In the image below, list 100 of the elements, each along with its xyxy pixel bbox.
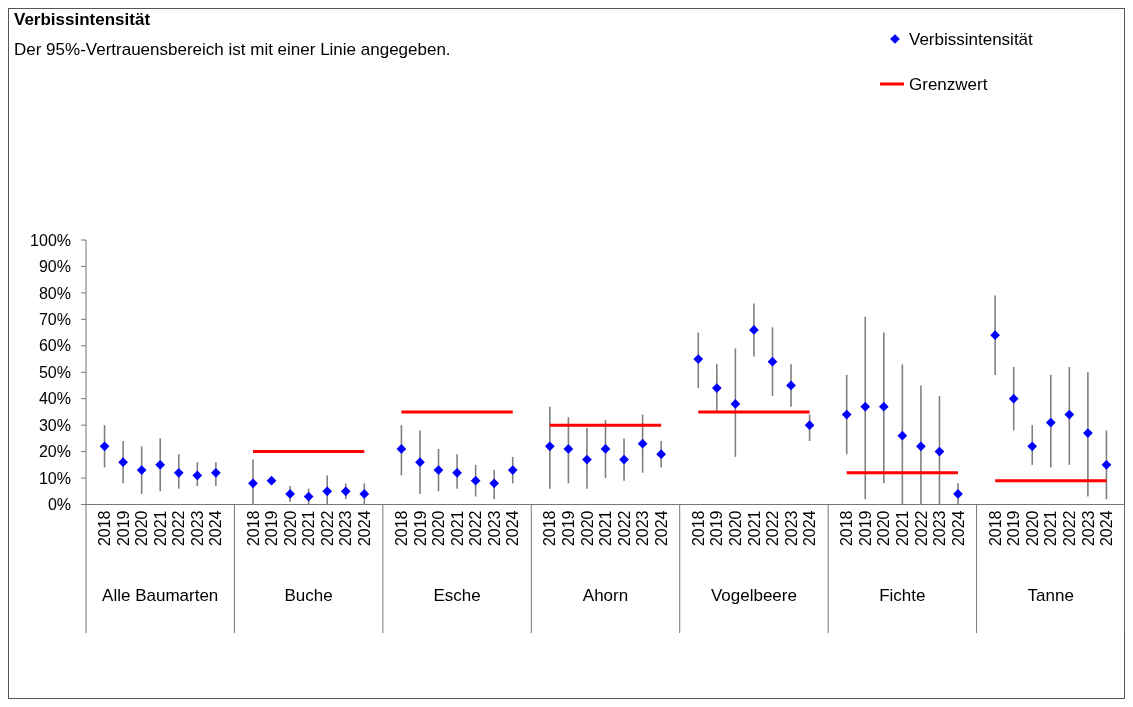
x-tick-label: 2019 (856, 510, 874, 547)
y-tick-label: 50% (38, 363, 71, 381)
x-tick-label: 2019 (114, 510, 132, 547)
x-tick-label: 2018 (96, 510, 114, 547)
x-tick-label: 2020 (875, 510, 893, 547)
point (396, 444, 407, 454)
x-tick-label: 2018 (838, 510, 856, 547)
x-tick-label: 2020 (578, 510, 596, 547)
x-tick-label: 2020 (430, 510, 448, 547)
point (582, 454, 592, 465)
x-tick-label: 2020 (726, 510, 744, 547)
y-tick-label: 0% (47, 496, 71, 514)
point (637, 438, 648, 449)
point (489, 478, 500, 489)
x-tick-label: 2019 (1005, 510, 1023, 547)
x-tick-label: 2024 (652, 510, 670, 547)
point (656, 449, 667, 460)
point (136, 465, 147, 475)
x-tick-label: 2021 (300, 510, 318, 547)
point (1101, 459, 1112, 470)
x-tick-label: 2022 (615, 510, 633, 547)
x-tick-label: 2018 (393, 510, 411, 547)
x-tick-label: 2023 (1079, 510, 1097, 547)
x-tick-label: 2021 (893, 510, 911, 547)
y-tick-label: 80% (38, 284, 71, 302)
point (118, 457, 128, 468)
point (990, 330, 1000, 341)
point (359, 489, 370, 499)
point (173, 467, 184, 478)
point (155, 459, 166, 470)
x-tick-label: 2024 (801, 510, 819, 547)
y-tick-label: 10% (38, 469, 71, 487)
point (507, 465, 518, 475)
text: Esche (433, 586, 481, 605)
point (1008, 393, 1019, 404)
point (878, 401, 889, 412)
chart-title: Verbissintensität (14, 10, 151, 29)
point (600, 444, 611, 454)
text: Ahorn (582, 586, 629, 605)
y-tick-label: 60% (38, 337, 71, 355)
point (916, 441, 926, 452)
point (897, 430, 908, 441)
x-tick-label: 2022 (318, 510, 336, 547)
point (285, 489, 295, 499)
x-tick-label: 2021 (151, 510, 169, 547)
point (749, 325, 759, 335)
point (619, 454, 629, 465)
text: Vogelbeere (710, 586, 797, 605)
point (266, 475, 277, 486)
x-tick-label: 2023 (188, 510, 206, 547)
text: Alle Baumarten (102, 586, 219, 605)
point (303, 491, 314, 502)
x-tick-label: 2023 (634, 510, 652, 547)
legend-label: Verbissintensität (909, 29, 1034, 49)
x-tick-label: 2019 (263, 510, 281, 547)
point (860, 401, 871, 412)
text: Tanne (1027, 586, 1074, 605)
point (99, 441, 110, 452)
point (804, 420, 815, 431)
x-tick-label: 2018 (689, 510, 707, 547)
x-tick-label: 2019 (411, 510, 429, 547)
x-tick-label: 2023 (931, 510, 949, 547)
point (415, 457, 425, 468)
x-tick-label: 2020 (281, 510, 299, 547)
point (211, 467, 221, 478)
point (563, 444, 574, 454)
x-tick-label: 2021 (448, 510, 466, 547)
y-tick-label: 40% (38, 390, 71, 408)
x-tick-label: 2022 (764, 510, 782, 547)
point (470, 475, 481, 486)
point (1064, 409, 1075, 420)
point (322, 486, 333, 497)
x-tick-label: 2022 (1060, 510, 1078, 547)
x-tick-label: 2018 (986, 510, 1004, 547)
y-tick-label: 90% (38, 258, 71, 276)
point (248, 478, 258, 489)
x-tick-label: 2018 (244, 510, 262, 547)
x-tick-label: 2024 (504, 510, 522, 547)
x-tick-label: 2022 (467, 510, 485, 547)
x-tick-label: 2023 (485, 510, 503, 547)
y-tick-label: 20% (38, 443, 71, 461)
point (693, 354, 704, 364)
x-tick-label: 2024 (949, 510, 967, 547)
x-tick-label: 2020 (1023, 510, 1041, 547)
point (841, 409, 852, 420)
x-tick-label: 2020 (133, 510, 151, 547)
x-tick-label: 2023 (782, 510, 800, 547)
point (767, 356, 778, 367)
y-tick-label: 100% (30, 231, 71, 249)
point (544, 441, 555, 452)
point (1083, 428, 1093, 438)
x-tick-label: 2022 (170, 510, 188, 547)
y-tick-label: 30% (38, 416, 71, 434)
y-tick-label: 70% (38, 310, 71, 328)
point (711, 383, 722, 393)
chart-subtitle: Der 95%-Vertrauensbereich ist mit einer Linie angegeben. (14, 40, 451, 59)
text: Buche (284, 586, 333, 605)
point (934, 446, 945, 457)
x-tick-label: 2024 (207, 510, 225, 547)
point (730, 399, 741, 409)
